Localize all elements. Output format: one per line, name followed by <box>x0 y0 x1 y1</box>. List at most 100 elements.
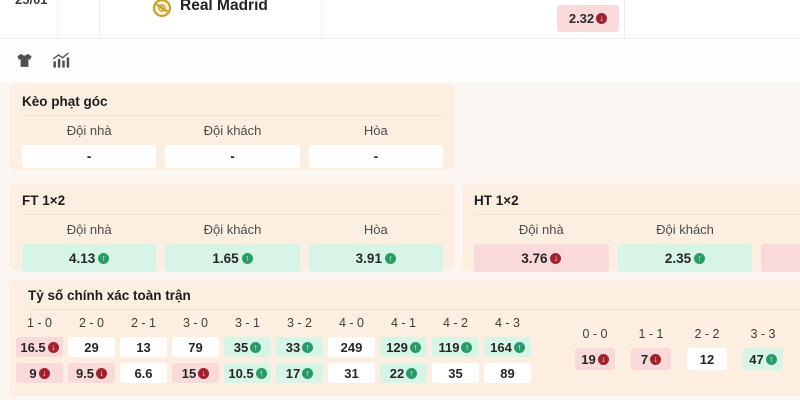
odds-value: 2.32 <box>568 11 595 26</box>
score-odds-cell[interactable]: 33 <box>276 337 323 357</box>
odds-column: Hòa 3.91 <box>308 222 443 272</box>
score-odds-cell[interactable]: 89 <box>484 363 531 383</box>
odds-column: Đội nhà 4.13 <box>22 222 157 272</box>
match-odds-button[interactable]: 2.32 <box>557 5 619 32</box>
trend-icon <box>550 252 562 264</box>
score-odds-cell[interactable]: 22 <box>380 363 427 383</box>
score-odds-cell[interactable]: 16.5 <box>16 337 63 357</box>
odds-cell[interactable]: - <box>165 145 300 168</box>
odds-column-label: Đội nhà <box>66 123 112 138</box>
score-header: 4 - 2 <box>442 316 468 330</box>
odds-column <box>761 222 800 272</box>
odds-column-label: Đội khách <box>203 123 262 138</box>
score-odds-cell[interactable]: 9.5 <box>68 363 115 383</box>
correct-score-card: Tỷ số chính xác toàn trận 1 - 0 2 - 0 2 … <box>10 280 800 396</box>
odds-value: - <box>373 149 379 164</box>
ht-odds-columns: Đội nhà 3.76 Đội khách 2.35 <box>474 222 800 272</box>
odds-cell[interactable] <box>761 244 800 272</box>
trend-icon <box>597 353 609 365</box>
score-odds-cell[interactable]: 19 <box>575 348 615 370</box>
odds-column-label: Đội nhà <box>518 222 564 237</box>
team-cell[interactable]: Real Madrid <box>100 0 322 38</box>
odds-value: 35 <box>233 339 249 355</box>
score-odds-cell[interactable]: 12 <box>687 348 727 370</box>
odds-column-label: Đội khách <box>656 222 714 237</box>
odds-cell[interactable]: - <box>308 145 443 168</box>
trend-icon <box>198 367 210 379</box>
score-header: 3 - 0 <box>182 316 208 330</box>
odds-value: 15 <box>181 365 197 381</box>
score-odds-cell[interactable]: 47 <box>743 348 783 370</box>
odds-value: 129 <box>386 339 408 355</box>
odds-column: Đội nhà 3.76 <box>474 222 609 272</box>
draw-score-grid: 0 - 0 1 - 1 2 - 2 3 - 3 19 <box>575 327 783 370</box>
trend-icon <box>250 341 262 353</box>
section-title: Kèo phạt góc <box>22 94 443 116</box>
score-odds-cell[interactable]: 10.5 <box>224 363 271 383</box>
odds-value: 9.5 <box>75 365 95 381</box>
ft-1x2-card: FT 1×2 Đội nhà 4.13 Đội khách <box>10 183 455 272</box>
score-odds-cell[interactable]: 164 <box>484 337 531 357</box>
score-odds-cell[interactable]: 17 <box>276 363 323 383</box>
score-header: 4 - 0 <box>338 316 364 330</box>
odds-value: 29 <box>84 339 99 355</box>
trend-icon <box>513 341 525 353</box>
odds-value: 12 <box>699 351 715 367</box>
odds-cell[interactable]: 1.65 <box>165 244 300 272</box>
score-odds-cell[interactable]: 35 <box>432 363 479 383</box>
trend-icon <box>650 353 662 365</box>
odds-panel: Kèo phạt góc Đội nhà - Đội khách <box>0 82 800 400</box>
odds-cell[interactable]: 2.35 <box>617 244 753 272</box>
score-header: 2 - 1 <box>130 316 156 330</box>
score-odds-cell[interactable]: 31 <box>328 363 375 383</box>
odds-column: Đội nhà - <box>22 123 157 168</box>
odds-cell[interactable]: 3.76 <box>474 244 609 272</box>
odds-value: 249 <box>340 339 363 355</box>
odds-column-label: Đội nhà <box>66 222 112 237</box>
section-title: HT 1×2 <box>474 193 800 215</box>
odds-value: 4.13 <box>69 250 96 266</box>
match-date-cell: 25/01 <box>0 0 58 38</box>
stats-chart-icon[interactable] <box>50 51 70 71</box>
odds-column: Đội khách - <box>165 123 300 168</box>
ht-1x2-card: HT 1×2 Đội nhà 3.76 Đội khách <box>462 183 800 272</box>
score-header: 3 - 3 <box>750 327 776 341</box>
correct-score-grid: 1 - 0 2 - 0 2 - 1 3 - 0 3 - 1 3 - 2 4 - … <box>16 316 531 383</box>
odds-cell[interactable]: 3.91 <box>308 244 443 272</box>
jersey-icon[interactable] <box>14 51 34 71</box>
score-header: 3 - 2 <box>286 316 312 330</box>
odds-column: Đội khách 2.35 <box>617 222 753 272</box>
odds-value: - <box>86 149 92 164</box>
odds-value: 22 <box>389 365 405 381</box>
score-header: 1 - 1 <box>638 327 664 341</box>
odds-value: 9 <box>29 365 37 381</box>
team-name: Real Madrid <box>180 0 268 14</box>
section-title: Tỷ số chính xác toàn trận <box>28 288 800 310</box>
score-odds-cell[interactable]: 9 <box>16 363 63 383</box>
score-odds-cell[interactable]: 29 <box>68 337 115 357</box>
odds-value: 7 <box>640 351 649 367</box>
score-odds-cell[interactable]: 7 <box>631 348 671 370</box>
odds-value: - <box>230 149 235 164</box>
trend-icon <box>96 367 108 379</box>
trend-icon <box>255 367 267 379</box>
odds-cell[interactable]: - <box>22 145 157 168</box>
score-odds-cell[interactable]: 119 <box>432 337 479 357</box>
score-odds-cell[interactable]: 249 <box>328 337 375 357</box>
odds-value: 2.35 <box>664 250 692 266</box>
trend-icon <box>694 252 706 264</box>
score-odds-cell[interactable]: 15 <box>172 363 219 383</box>
score-odds-cell[interactable]: 6.6 <box>120 363 167 383</box>
trend-icon <box>38 367 50 379</box>
odds-column-label: Đội khách <box>203 222 262 237</box>
score-header: 1 - 0 <box>26 316 52 330</box>
score-odds-cell[interactable]: 35 <box>224 337 271 357</box>
odds-column-label: Hòa <box>363 123 388 138</box>
odds-column: Đội khách 1.65 <box>165 222 300 272</box>
score-odds-cell[interactable]: 79 <box>172 337 219 357</box>
odds-cell[interactable]: 4.13 <box>22 244 157 272</box>
odds-value: 1.65 <box>212 250 239 266</box>
score-odds-cell[interactable]: 13 <box>120 337 167 357</box>
score-odds-cell[interactable]: 129 <box>380 337 427 357</box>
